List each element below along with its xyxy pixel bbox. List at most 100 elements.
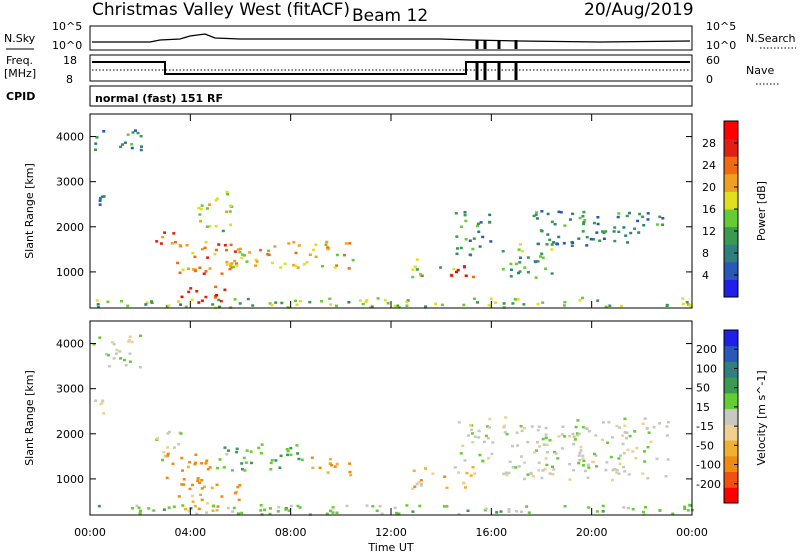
velocity-cell (622, 465, 626, 469)
velocity-cell (541, 469, 545, 472)
power-cell (577, 237, 581, 240)
time-tick-labels: 00:00 04:00 08:00 12:00 16:00 20:00 00:00 (74, 526, 708, 539)
power-cell (283, 262, 287, 265)
velocity-cell (625, 431, 629, 434)
power-cell (686, 303, 690, 306)
velocity-cell (413, 485, 417, 488)
velocity-cell (365, 504, 369, 507)
velocity-cell (243, 469, 247, 472)
power-cell (192, 268, 195, 271)
power-x-ticks (89, 114, 693, 308)
power-y-ticks: 1000 2000 3000 4000 (56, 131, 692, 279)
velocity-cell (445, 505, 449, 508)
power-cell (534, 213, 538, 216)
velocity-cell (617, 472, 621, 475)
velocity-cell (289, 504, 293, 508)
power-cell (471, 275, 475, 279)
velocity-cell (235, 447, 239, 451)
power-cell (215, 293, 219, 297)
power-cell (608, 304, 612, 307)
velocity-cell (643, 417, 647, 420)
power-cell (519, 243, 522, 246)
power-cell (526, 271, 530, 274)
velocity-cell (411, 510, 415, 513)
velocity-cell (609, 455, 613, 459)
velocity-cell (631, 450, 635, 453)
power-cell (205, 225, 209, 228)
power-cell (583, 219, 587, 222)
power-cell (563, 300, 567, 304)
velocity-cell (574, 425, 578, 429)
power-cell (478, 245, 482, 248)
velocity-cell (223, 446, 227, 449)
velocity-cell (553, 450, 557, 454)
power-cell (501, 268, 505, 271)
velocity-cell (611, 468, 615, 472)
velocity-cell (545, 443, 549, 447)
velocity-cell (581, 425, 585, 429)
velocity-cell (635, 446, 639, 450)
velocity-cell (184, 507, 188, 511)
power-cell (326, 246, 330, 249)
power-cell (335, 304, 338, 308)
velocity-cell (519, 425, 523, 428)
power-cell (598, 239, 602, 242)
velocity-colorbar: -200 -100 -50 -15 15 50 100 200 (696, 329, 739, 504)
power-cell (596, 299, 600, 302)
velocity-colorbar-swatch (724, 408, 738, 425)
velocity-cell (375, 509, 379, 512)
power-ylabel: Slant Range [km] (23, 163, 36, 259)
cpid-value: normal (fast) 151 RF (95, 92, 223, 105)
power-cell (658, 215, 662, 219)
velocity-cell (442, 505, 446, 508)
velocity-cell (287, 509, 291, 512)
power-cell (473, 297, 476, 300)
velocity-cell (623, 431, 627, 434)
velocity-cell (484, 434, 488, 438)
velocity-cell (417, 480, 421, 484)
power-cell (199, 219, 203, 223)
nsearch-tick-bottom: 10^0 (706, 39, 736, 52)
velocity-cell (536, 428, 540, 432)
velocity-cell (206, 467, 210, 471)
velocity-cell (525, 505, 529, 508)
power-cell (509, 262, 513, 266)
power-cell (468, 253, 472, 256)
velocity-cell (215, 509, 219, 512)
velocity-cell (240, 462, 244, 465)
velocity-cell (594, 434, 598, 437)
power-cell (613, 239, 617, 243)
nave-label: Nave (746, 64, 774, 77)
power-cell (229, 223, 232, 226)
velocity-cell (325, 512, 329, 515)
velocity-cell (286, 453, 290, 457)
velocity-cell (127, 340, 131, 343)
power-cell (270, 303, 274, 307)
power-cell (541, 301, 545, 304)
power-cell (229, 243, 233, 247)
velocity-cell (487, 426, 491, 429)
velocity-cell (628, 434, 632, 438)
power-cell (201, 248, 204, 251)
power-cell (463, 211, 467, 214)
cpid-panel (89, 85, 693, 107)
nsky-tick-top: 10^5 (52, 20, 82, 33)
velocity-cell (627, 473, 631, 476)
power-cell (540, 210, 544, 213)
nsearch-label: N.Search (746, 32, 796, 45)
power-colorbar-tick-label: 8 (702, 247, 709, 260)
power-cell (228, 210, 232, 213)
power-cell (655, 223, 659, 226)
power-cell (661, 217, 665, 220)
velocity-cell (544, 426, 548, 430)
velocity-cell (507, 508, 511, 511)
power-cell (173, 240, 177, 244)
power-cell (197, 206, 201, 210)
velocity-colorbar-tick-label: 15 (696, 401, 710, 414)
power-cell (145, 301, 149, 304)
power-cell (335, 253, 339, 257)
power-cell (106, 300, 110, 304)
velocity-cell (537, 461, 541, 465)
velocity-cell (577, 454, 581, 457)
power-cell (195, 290, 199, 293)
